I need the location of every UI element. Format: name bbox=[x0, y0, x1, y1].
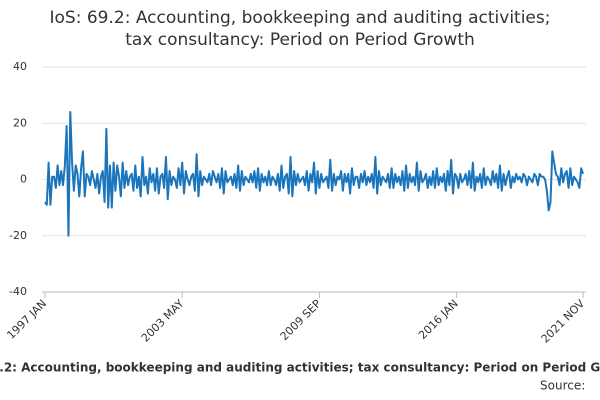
y-tick-label: 40 bbox=[13, 60, 27, 73]
data-line bbox=[44, 111, 584, 237]
chart-title: IoS: 69.2: Accounting, bookkeeping and a… bbox=[50, 8, 551, 28]
y-tick-label: -20 bbox=[9, 229, 27, 242]
y-tick-label: 0 bbox=[20, 173, 27, 186]
x-tick-label: 2021 NOV bbox=[539, 297, 588, 346]
caption: IoS: 69.2: Accounting, bookkeeping and a… bbox=[0, 361, 600, 375]
x-tick-label: 2009 SEP bbox=[278, 297, 324, 343]
chart-title: tax consultancy: Period on Period Growth bbox=[125, 30, 475, 50]
y-tick-label: -40 bbox=[9, 285, 27, 298]
x-tick-label: 1997 JAN bbox=[4, 297, 49, 342]
source: Source: bbox=[540, 379, 585, 393]
x-tick-label: 2016 JAN bbox=[416, 297, 461, 342]
y-tick-label: 20 bbox=[13, 116, 27, 129]
x-tick-label: 2003 MAY bbox=[139, 297, 187, 345]
